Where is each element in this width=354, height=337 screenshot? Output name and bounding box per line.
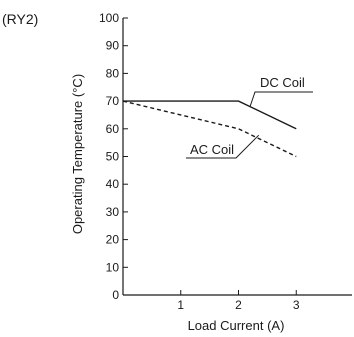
dc-coil-label: DC Coil <box>260 75 305 90</box>
ac-coil-leader-line <box>186 134 260 159</box>
y-axis-label: Operating Temperature (°C) <box>70 74 85 234</box>
ac-coil-label: AC Coil <box>190 142 234 157</box>
y-tick-label: 60 <box>106 122 120 136</box>
x-tick-label: 2 <box>235 298 242 312</box>
y-tick-label: 0 <box>112 288 119 302</box>
x-tick-label: 1 <box>177 298 184 312</box>
y-tick-label: 90 <box>106 39 120 53</box>
dc-coil-leader-line <box>249 91 313 107</box>
series-line-dc-coil <box>123 100 297 130</box>
series-line-ac-coil <box>122 100 297 158</box>
x-axis-label: Load Current (A) <box>188 318 285 333</box>
y-tick-label: 40 <box>106 177 120 191</box>
y-tick-label: 20 <box>106 233 120 247</box>
y-tick-label: 100 <box>99 11 119 25</box>
y-tick-label: 80 <box>106 66 120 80</box>
y-tick-label: 30 <box>106 205 120 219</box>
plot-area: 0 10 20 30 40 50 60 70 80 90 100 1 2 3 DC Coil AC Coil <box>99 11 352 312</box>
y-tick-label: 10 <box>106 260 120 274</box>
y-tick-label: 50 <box>106 150 120 164</box>
x-tick-label: 3 <box>293 298 300 312</box>
chart-title: (RY2) <box>2 11 38 27</box>
y-tick-label: 70 <box>106 94 120 108</box>
